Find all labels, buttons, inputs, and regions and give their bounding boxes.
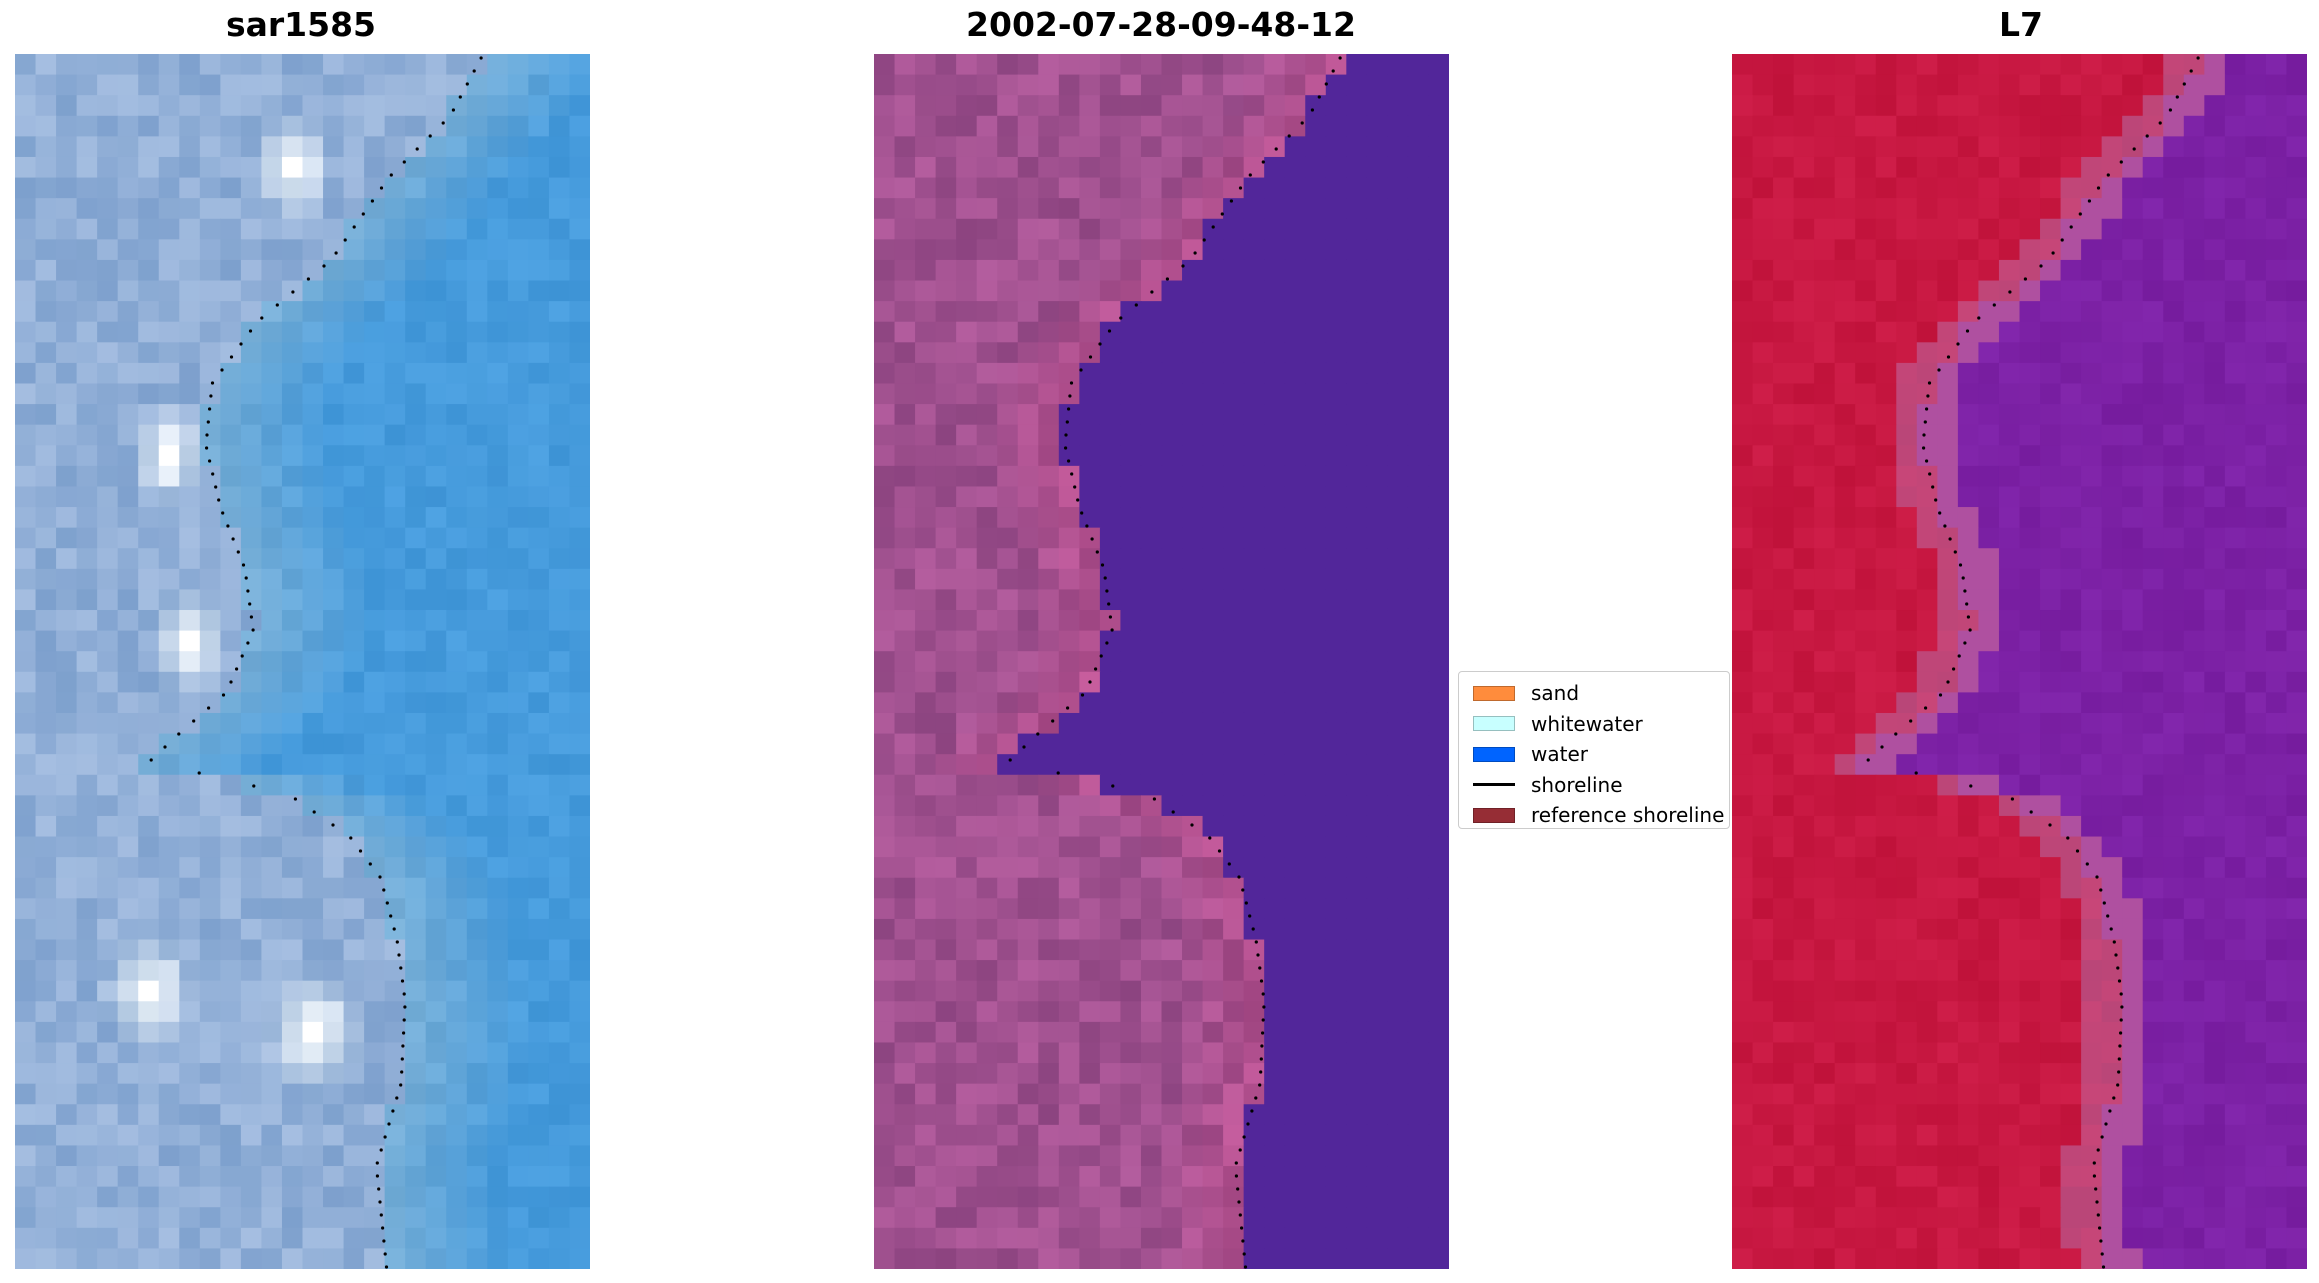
reference-shoreline-swatch <box>1473 807 1515 823</box>
legend-item-whitewater: whitewater <box>1465 709 1729 740</box>
legend-item-shoreline: shoreline <box>1465 770 1729 801</box>
water-swatch <box>1473 746 1515 762</box>
rgb-image-panel <box>15 54 590 1269</box>
legend-label: sand <box>1531 681 1580 706</box>
legend-label: whitewater <box>1531 711 1643 736</box>
legend-label: water <box>1531 742 1588 767</box>
legend-label: reference shoreline <box>1531 803 1725 828</box>
legend-item-reference-shoreline: reference shoreline <box>1465 800 1729 831</box>
shoreline-dots <box>149 56 483 1269</box>
classified-image <box>874 54 1449 1269</box>
legend-item-water: water <box>1465 739 1729 770</box>
legend: sand whitewater water shoreline referenc… <box>1458 671 1730 829</box>
panel-title-rgb: sar1585 <box>225 5 377 44</box>
index-image <box>1732 54 2307 1269</box>
panel-title-classified: 2002-07-28-09-48-12 <box>966 5 1356 44</box>
shoreline-dots <box>1008 56 1342 1269</box>
legend-label: shoreline <box>1531 772 1623 797</box>
shoreline-line-swatch <box>1473 783 1515 787</box>
legend-item-sand: sand <box>1465 678 1729 709</box>
classified-image-panel <box>874 54 1449 1269</box>
shoreline-dots <box>1866 56 2200 1269</box>
index-image-panel <box>1732 54 2307 1269</box>
whitewater-swatch <box>1473 716 1515 732</box>
panel-title-index: L7 <box>1999 5 2043 44</box>
sand-swatch <box>1473 685 1515 701</box>
rgb-image <box>15 54 590 1269</box>
